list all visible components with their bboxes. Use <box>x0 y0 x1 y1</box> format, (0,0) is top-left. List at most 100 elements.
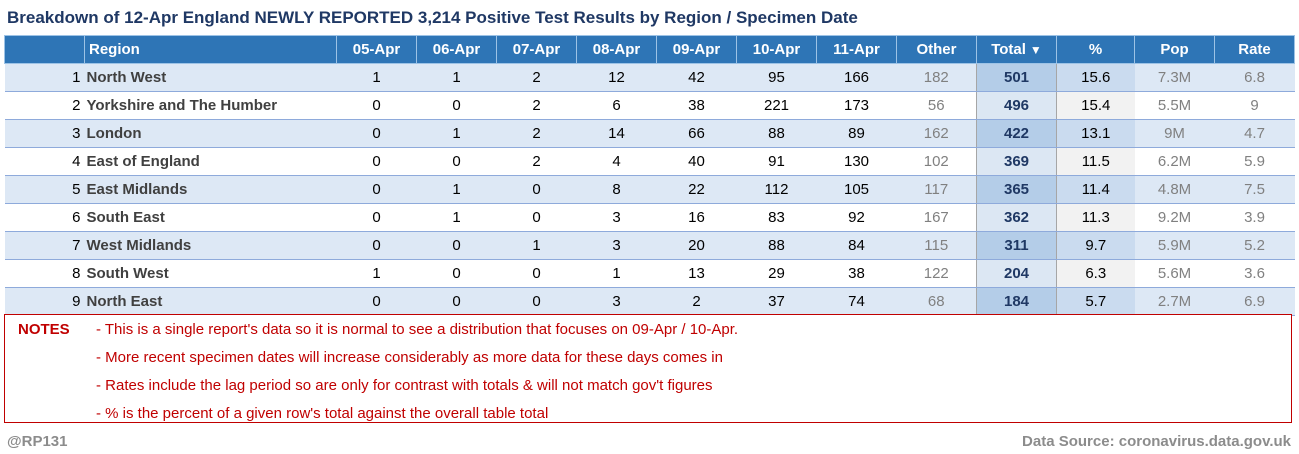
count-08-apr: 3 <box>576 287 657 316</box>
count-08-apr: 3 <box>576 231 657 260</box>
count-09-apr: 38 <box>656 91 737 120</box>
count-10-apr: 95 <box>736 63 817 92</box>
col-header-07-apr[interactable]: 07-Apr <box>496 35 577 64</box>
count-05-apr: 0 <box>336 147 417 176</box>
population-cell: 5.6M <box>1134 259 1215 288</box>
percent-cell: 11.3 <box>1056 203 1135 232</box>
rate-cell: 9 <box>1214 91 1295 120</box>
page-title: Breakdown of 12-Apr England NEWLY REPORT… <box>7 8 858 27</box>
count-06-apr: 1 <box>416 175 497 204</box>
count-11-apr: 166 <box>816 63 897 92</box>
count-10-apr: 112 <box>736 175 817 204</box>
count-05-apr: 1 <box>336 63 417 92</box>
total-cell: 311 <box>976 231 1057 260</box>
count-07-apr: 1 <box>496 231 577 260</box>
table-row: 7 West Midlands 0 0 1 3 20 88 84 115 311 9.7 5.9M 5.2 <box>4 231 1295 260</box>
rate-cell: 3.9 <box>1214 203 1295 232</box>
population-cell: 9.2M <box>1134 203 1215 232</box>
table-row: 8 South West 1 0 0 1 13 29 38 122 204 6.3 5.6M 3.6 <box>4 259 1295 288</box>
count-05-apr: 0 <box>336 287 417 316</box>
col-header-other[interactable]: Other <box>896 35 977 64</box>
col-header-08-apr[interactable]: 08-Apr <box>576 35 657 64</box>
count-06-apr: 0 <box>416 287 497 316</box>
count-06-apr: 1 <box>416 203 497 232</box>
col-header-total-label: Total <box>991 41 1026 58</box>
count-10-apr: 83 <box>736 203 817 232</box>
other-cell: 117 <box>896 175 977 204</box>
rank-cell: 2 <box>4 91 85 120</box>
notes-box: NOTES - This is a single report's data s… <box>4 314 1292 423</box>
percent-cell: 15.4 <box>1056 91 1135 120</box>
table-row: 9 North East 0 0 0 3 2 37 74 68 184 5.7 2.7M 6.9 <box>4 287 1295 316</box>
table-row: 2 Yorkshire and The Humber 0 0 2 6 38 221 173 56 4… <box>4 91 1295 120</box>
other-cell: 56 <box>896 91 977 120</box>
region-cell: North East <box>84 287 337 316</box>
total-cell: 422 <box>976 119 1057 148</box>
count-10-apr: 88 <box>736 231 817 260</box>
count-08-apr: 8 <box>576 175 657 204</box>
count-09-apr: 13 <box>656 259 737 288</box>
note-line: - This is a single report's data so it i… <box>96 321 739 338</box>
note-line: - % is the percent of a given row's tota… <box>96 405 549 422</box>
percent-cell: 15.6 <box>1056 63 1135 92</box>
table-row: 5 East Midlands 0 1 0 8 22 112 105 117 365 11.4 4.8M… <box>4 175 1295 204</box>
rank-cell: 5 <box>4 175 85 204</box>
rank-cell: 3 <box>4 119 85 148</box>
rank-cell: 8 <box>4 259 85 288</box>
rate-cell: 6.9 <box>1214 287 1295 316</box>
count-09-apr: 2 <box>656 287 737 316</box>
population-cell: 4.8M <box>1134 175 1215 204</box>
region-cell: Yorkshire and The Humber <box>84 91 337 120</box>
count-05-apr: 0 <box>336 119 417 148</box>
total-cell: 184 <box>976 287 1057 316</box>
region-cell: South West <box>84 259 337 288</box>
table-row: 6 South East 0 1 0 3 16 83 92 167 362 11.3 9.2M 3.9 <box>4 203 1295 232</box>
col-header-09-apr[interactable]: 09-Apr <box>656 35 737 64</box>
count-09-apr: 66 <box>656 119 737 148</box>
col-header-region[interactable]: Region <box>84 35 337 64</box>
count-07-apr: 0 <box>496 259 577 288</box>
col-header-06-apr[interactable]: 06-Apr <box>416 35 497 64</box>
table-row: 1 North West 1 1 2 12 42 95 166 182 501 15.6 7.3M 6.8 <box>4 63 1295 92</box>
col-header-total[interactable]: Total ▼ <box>976 35 1057 64</box>
col-header-10-apr[interactable]: 10-Apr <box>736 35 817 64</box>
sort-descending-icon[interactable]: ▼ <box>1029 43 1042 57</box>
count-08-apr: 14 <box>576 119 657 148</box>
count-07-apr: 0 <box>496 175 577 204</box>
other-cell: 162 <box>896 119 977 148</box>
header-row: Region 05-Apr 06-Apr 07-Apr 08-Apr 09-Ap… <box>4 35 1295 64</box>
total-cell: 362 <box>976 203 1057 232</box>
region-cell: East Midlands <box>84 175 337 204</box>
other-cell: 182 <box>896 63 977 92</box>
data-source: Data Source: coronavirus.data.gov.uk <box>1022 433 1291 450</box>
rank-cell: 6 <box>4 203 85 232</box>
count-08-apr: 4 <box>576 147 657 176</box>
count-10-apr: 37 <box>736 287 817 316</box>
table-row: 4 East of England 0 0 2 4 40 91 130 102 369 11.5 6.2… <box>4 147 1295 176</box>
percent-cell: 13.1 <box>1056 119 1135 148</box>
col-header-pop[interactable]: Pop <box>1134 35 1215 64</box>
count-09-apr: 20 <box>656 231 737 260</box>
col-header-percent[interactable]: % <box>1056 35 1135 64</box>
count-09-apr: 22 <box>656 175 737 204</box>
count-05-apr: 0 <box>336 91 417 120</box>
region-cell: London <box>84 119 337 148</box>
population-cell: 7.3M <box>1134 63 1215 92</box>
col-header-rank <box>4 35 85 64</box>
rate-cell: 6.8 <box>1214 63 1295 92</box>
region-cell: North West <box>84 63 337 92</box>
count-05-apr: 0 <box>336 203 417 232</box>
count-06-apr: 1 <box>416 63 497 92</box>
count-07-apr: 0 <box>496 203 577 232</box>
total-cell: 204 <box>976 259 1057 288</box>
count-10-apr: 29 <box>736 259 817 288</box>
note-line: - Rates include the lag period so are on… <box>96 377 713 394</box>
col-header-11-apr[interactable]: 11-Apr <box>816 35 897 64</box>
count-06-apr: 0 <box>416 147 497 176</box>
count-08-apr: 6 <box>576 91 657 120</box>
col-header-05-apr[interactable]: 05-Apr <box>336 35 417 64</box>
col-header-rate[interactable]: Rate <box>1214 35 1295 64</box>
percent-cell: 11.4 <box>1056 175 1135 204</box>
rate-cell: 5.2 <box>1214 231 1295 260</box>
region-cell: East of England <box>84 147 337 176</box>
